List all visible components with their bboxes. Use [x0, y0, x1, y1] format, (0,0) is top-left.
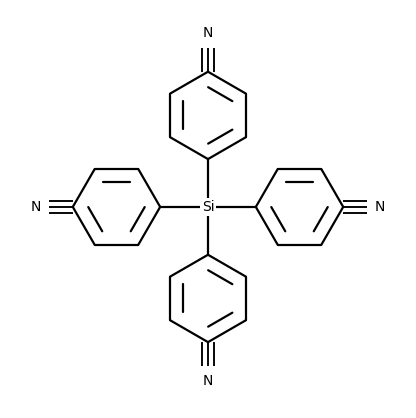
Text: Si: Si: [202, 200, 214, 214]
Text: N: N: [31, 200, 41, 214]
Text: N: N: [203, 26, 213, 40]
Text: N: N: [375, 200, 385, 214]
Text: N: N: [203, 374, 213, 388]
